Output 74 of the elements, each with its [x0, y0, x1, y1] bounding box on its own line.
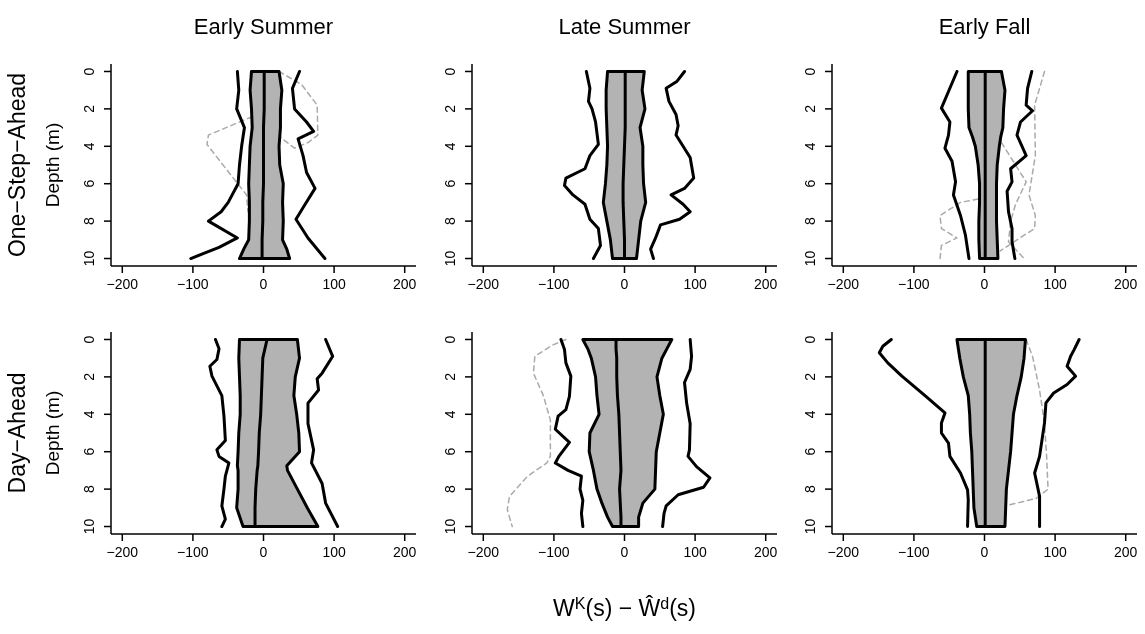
y-tick-label: 2 [802, 372, 818, 381]
x-tick-label: −200 [106, 544, 139, 560]
chart-title: Early Fall [938, 14, 1031, 39]
x-tick-label: 200 [393, 276, 417, 292]
y-axis-title: Depth (m) [42, 390, 63, 476]
x-tick-label: 0 [620, 544, 629, 560]
x-tick-label: 200 [754, 276, 778, 292]
x-tick-label: 0 [259, 544, 268, 560]
x-tick-label: −100 [177, 544, 209, 560]
x-tick-label: −100 [538, 276, 570, 292]
y-tick-label: 4 [81, 410, 97, 419]
x-tick-label: 100 [322, 544, 346, 560]
x-tick-label: 0 [980, 276, 989, 292]
x-tick-label: 0 [259, 276, 268, 292]
y-tick-label: 0 [81, 335, 97, 344]
y-tick-label: 8 [81, 217, 97, 226]
x-tick-label: −100 [898, 544, 930, 560]
x-tick-label: 100 [1043, 276, 1067, 292]
text: One−Step−Ahead [4, 72, 30, 258]
y-tick-label: 6 [81, 447, 97, 456]
x-tick-label: 100 [683, 276, 707, 292]
y-tick-label: 6 [442, 179, 458, 188]
y-tick-label: 2 [81, 372, 97, 381]
y-axis-title: Depth (m) [42, 122, 63, 208]
y-tick-label: 2 [81, 104, 97, 113]
y-tick-label: 2 [802, 104, 818, 113]
y-tick-label: 10 [442, 518, 458, 535]
y-tick-label: 0 [442, 335, 458, 344]
x-tick-label: 200 [754, 544, 778, 560]
x-tick-label: −100 [177, 276, 209, 292]
y-tick-label: 10 [802, 518, 818, 535]
x-tick-label: 100 [683, 544, 707, 560]
x-tick-label: 200 [1114, 544, 1138, 560]
y-tick-label: 4 [442, 410, 458, 419]
y-tick-label: 8 [442, 217, 458, 226]
y-tick-label: 0 [802, 67, 818, 76]
y-tick-label: 8 [442, 485, 458, 494]
x-tick-label: −100 [898, 276, 930, 292]
x-tick-label: −200 [467, 276, 500, 292]
y-tick-label: 10 [442, 250, 458, 267]
x-tick-label: 0 [980, 544, 989, 560]
x-tick-label: 200 [1114, 276, 1138, 292]
x-tick-label: 0 [620, 276, 629, 292]
y-tick-label: 4 [81, 142, 97, 151]
x-tick-label: 100 [1043, 544, 1067, 560]
y-tick-label: 8 [81, 485, 97, 494]
y-tick-label: 8 [802, 485, 818, 494]
x-tick-label: −200 [467, 544, 500, 560]
x-tick-label: 200 [393, 544, 417, 560]
y-tick-label: 0 [802, 335, 818, 344]
y-tick-label: 0 [442, 67, 458, 76]
y-tick-label: 2 [442, 104, 458, 113]
x-tick-label: −200 [827, 544, 860, 560]
x-axis-title: W$^{K}$(s) − Ŵ$^{d}$(s) [553, 593, 696, 621]
y-tick-label: 6 [442, 447, 458, 456]
y-tick-label: 10 [81, 250, 97, 267]
x-tick-label: 100 [322, 276, 346, 292]
chart-title: Early Summer [193, 14, 334, 39]
y-tick-label: 4 [802, 142, 818, 151]
y-tick-label: 2 [442, 372, 458, 381]
y-tick-label: 10 [81, 518, 97, 535]
y-tick-label: 6 [81, 179, 97, 188]
y-tick-label: 4 [802, 410, 818, 419]
x-tick-label: −200 [106, 276, 139, 292]
y-tick-label: 0 [81, 67, 97, 76]
text: Day−Ahead [4, 372, 30, 494]
y-tick-label: 6 [802, 447, 818, 456]
y-tick-label: 8 [802, 217, 818, 226]
chart-title: Late Summer [558, 14, 691, 39]
y-tick-label: 4 [442, 142, 458, 151]
y-tick-label: 10 [802, 250, 818, 267]
y-tick-label: 6 [802, 179, 818, 188]
x-tick-label: −200 [827, 276, 860, 292]
x-tick-label: −100 [538, 544, 570, 560]
